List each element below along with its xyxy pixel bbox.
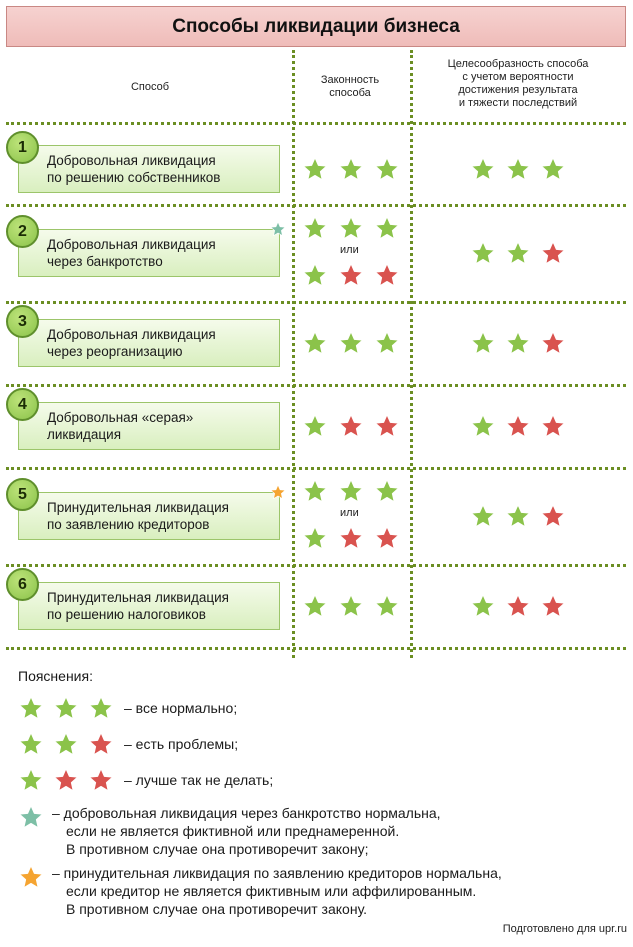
or-label: или — [340, 507, 359, 519]
green-star-icon — [470, 413, 496, 439]
column-header-method: Способ — [130, 81, 170, 93]
row-number-badge: 5 — [6, 478, 39, 511]
row-divider — [6, 384, 626, 387]
row-number-badge: 2 — [6, 215, 39, 248]
green-star-icon — [470, 330, 496, 356]
red-star-icon — [540, 330, 566, 356]
legend-item-text: – все нормально; — [124, 700, 238, 716]
green-star-icon — [53, 695, 79, 721]
green-star-icon — [302, 156, 328, 182]
green-star-icon — [338, 156, 364, 182]
green-star-icon — [53, 731, 79, 757]
legend-title: Пояснения: — [18, 668, 93, 684]
green-star-icon — [470, 240, 496, 266]
credit: Подготовлено для upr.ru — [502, 923, 627, 935]
method-card-5: Принудительная ликвидация по заявлению кр… — [18, 492, 280, 540]
green-star-icon — [302, 525, 328, 551]
green-star-icon — [302, 215, 328, 241]
row-divider — [6, 564, 626, 567]
row-divider — [6, 122, 626, 125]
green-star-icon — [302, 593, 328, 619]
method-card-2: Добровольная ликвидация через банкротство — [18, 229, 280, 277]
red-star-icon — [374, 262, 400, 288]
red-star-icon — [540, 593, 566, 619]
green-star-icon — [470, 593, 496, 619]
red-star-icon — [338, 262, 364, 288]
row-number-badge: 3 — [6, 305, 39, 338]
green-star-icon — [374, 215, 400, 241]
green-star-icon — [18, 767, 44, 793]
green-star-icon — [374, 593, 400, 619]
column-divider — [292, 50, 295, 658]
method-card-6: Принудительная ликвидация по решению нало… — [18, 582, 280, 630]
green-star-icon — [302, 330, 328, 356]
orange-star-icon-marker — [270, 484, 286, 500]
method-label: Добровольная ликвидация через банкротство — [47, 237, 216, 269]
green-star-icon — [374, 156, 400, 182]
red-star-icon — [338, 413, 364, 439]
red-star-icon — [374, 413, 400, 439]
green-star-icon — [470, 156, 496, 182]
orange-star-icon-legend — [18, 864, 44, 890]
green-star-icon — [302, 478, 328, 504]
teal-star-icon-marker — [270, 221, 286, 237]
column-divider — [410, 50, 413, 658]
orange-note: – принудительная ликвидация по заявлению… — [52, 865, 502, 917]
green-star-icon — [374, 330, 400, 356]
method-card-4: Добровольная «серая» ликвидация — [18, 402, 280, 450]
row-divider — [6, 647, 626, 650]
green-star-icon — [338, 478, 364, 504]
green-star-icon — [302, 262, 328, 288]
green-star-icon — [374, 478, 400, 504]
legend-item-text: – лучше так не делать; — [124, 772, 274, 788]
green-star-icon — [302, 413, 328, 439]
red-star-icon — [540, 240, 566, 266]
green-star-icon — [18, 731, 44, 757]
method-label: Принудительная ликвидация по решению нало… — [47, 590, 229, 622]
red-star-icon — [88, 731, 114, 757]
row-number-badge: 6 — [6, 568, 39, 601]
green-star-icon — [88, 695, 114, 721]
green-star-icon — [338, 215, 364, 241]
red-star-icon — [53, 767, 79, 793]
row-number-badge: 4 — [6, 388, 39, 421]
green-star-icon — [505, 503, 531, 529]
column-header-legality: Законность способа — [320, 74, 380, 99]
teal-star-icon-legend — [18, 804, 44, 830]
row-number-badge: 1 — [6, 131, 39, 164]
teal-note: – добровольная ликвидация через банкротс… — [52, 805, 441, 857]
method-label: Принудительная ликвидация по заявлению кр… — [47, 500, 229, 532]
green-star-icon — [540, 156, 566, 182]
red-star-icon — [540, 413, 566, 439]
red-star-icon — [88, 767, 114, 793]
row-divider — [6, 301, 626, 304]
red-star-icon — [374, 525, 400, 551]
row-divider — [6, 467, 626, 470]
method-label: Добровольная «серая» ликвидация — [47, 410, 194, 442]
method-label: Добровольная ликвидация по решению собств… — [47, 153, 221, 185]
red-star-icon — [540, 503, 566, 529]
method-card-3: Добровольная ликвидация через реорганизац… — [18, 319, 280, 367]
green-star-icon — [505, 156, 531, 182]
green-star-icon — [338, 593, 364, 619]
green-star-icon — [470, 503, 496, 529]
red-star-icon — [505, 413, 531, 439]
method-card-1: Добровольная ликвидация по решению собств… — [18, 145, 280, 193]
green-star-icon — [18, 695, 44, 721]
red-star-icon — [338, 525, 364, 551]
green-star-icon — [505, 330, 531, 356]
row-divider — [6, 204, 626, 207]
red-star-icon — [505, 593, 531, 619]
column-header-feasibility: Целесообразность способа с учетом вероят… — [447, 58, 589, 109]
page-title: Способы ликвидации бизнеса — [6, 6, 626, 47]
method-label: Добровольная ликвидация через реорганизац… — [47, 327, 216, 359]
green-star-icon — [338, 330, 364, 356]
legend-item-text: – есть проблемы; — [124, 736, 239, 752]
green-star-icon — [505, 240, 531, 266]
or-label: или — [340, 244, 359, 256]
